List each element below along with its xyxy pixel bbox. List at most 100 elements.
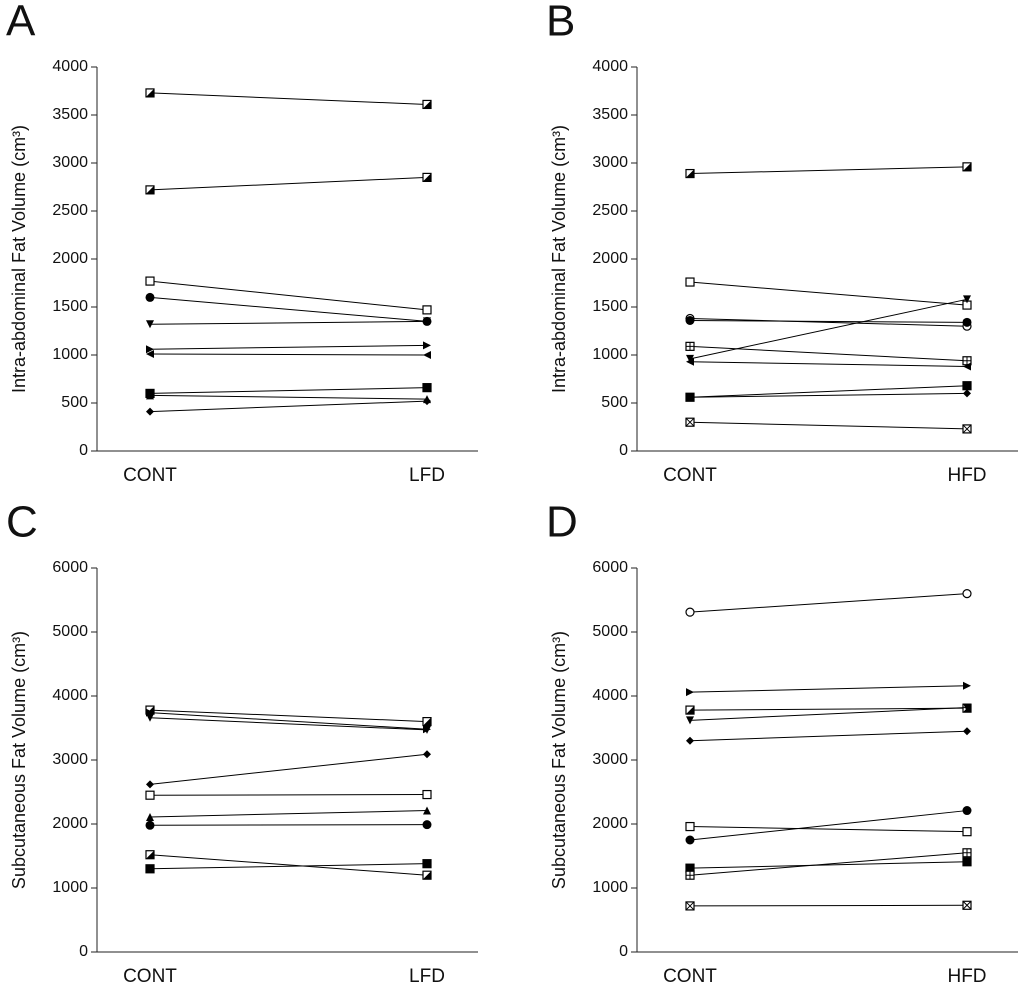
- data-marker: [962, 806, 972, 816]
- marker-shape: [685, 277, 695, 287]
- data-marker: [962, 381, 972, 391]
- data-marker: [423, 397, 431, 406]
- data-marker: [685, 870, 695, 880]
- marker-shape: [963, 356, 971, 365]
- data-marker: [685, 341, 695, 351]
- series-line: [149, 753, 428, 785]
- series-line: [689, 730, 968, 742]
- marker-shape: [685, 315, 695, 325]
- y-tick-label: 4000: [592, 687, 628, 704]
- marker-shape: [145, 864, 155, 874]
- marker-shape: [423, 317, 431, 326]
- marker-shape: [422, 383, 432, 393]
- data-marker: [962, 588, 972, 599]
- panel-chart: D Subcutaneous Fat Volume (cm³) 0 1000 2000 3…: [546, 501, 1018, 987]
- series-line: [689, 861, 968, 869]
- panel-chart: C Subcutaneous Fat Volume (cm³) 0 1000 2000 3…: [6, 501, 478, 987]
- marker-shape: [423, 871, 431, 880]
- marker-shape: [963, 727, 971, 736]
- y-tick-label: 5000: [52, 623, 88, 640]
- marker-shape: [422, 305, 432, 315]
- series-line: [689, 392, 968, 398]
- data-marker: [685, 315, 695, 325]
- y-tick-label: 2000: [592, 250, 628, 267]
- series-line: [689, 319, 968, 323]
- x-tick-label: HFD: [947, 465, 986, 486]
- data-marker: [146, 407, 154, 416]
- marker-shape: [962, 827, 972, 837]
- y-tick-label: 1000: [52, 346, 88, 363]
- data-marker: [145, 185, 155, 195]
- marker-shape: [146, 780, 154, 789]
- series-line: [149, 353, 428, 356]
- data-marker: [685, 821, 695, 832]
- y-tick-label: 4000: [592, 58, 628, 75]
- data-marker: [685, 168, 695, 179]
- series-line: [689, 904, 968, 907]
- x-tick-label: CONT: [663, 465, 717, 486]
- data-marker: [423, 806, 431, 815]
- data-marker: [146, 713, 154, 722]
- series-line: [149, 824, 428, 826]
- y-axis-label: Intra-abdominal Fat Volume (cm³): [549, 125, 569, 393]
- marker-shape: [686, 169, 694, 178]
- data-marker: [423, 341, 431, 350]
- series-line: [149, 176, 428, 191]
- y-axis-label: Intra-abdominal Fat Volume (cm³): [9, 125, 29, 393]
- marker-shape: [963, 295, 971, 304]
- series-line: [689, 707, 968, 711]
- y-tick-label: 2500: [52, 202, 88, 219]
- data-marker: [422, 870, 432, 880]
- series-line: [689, 685, 968, 693]
- x-tick-label: CONT: [123, 465, 177, 486]
- series-line: [149, 709, 428, 723]
- series-line: [149, 400, 428, 413]
- panel-label: A: [6, 0, 36, 46]
- y-tick-label: 1500: [592, 298, 628, 315]
- marker-shape: [146, 350, 154, 359]
- y-tick-label: 2500: [592, 202, 628, 219]
- y-tick-label: 1000: [592, 346, 628, 363]
- marker-shape: [962, 857, 972, 867]
- marker-shape: [423, 717, 431, 726]
- series-line: [689, 281, 968, 306]
- data-marker: [422, 383, 432, 393]
- marker-shape: [686, 354, 694, 363]
- series-line: [689, 318, 968, 327]
- x-tick-label: CONT: [663, 966, 717, 987]
- y-tick-label: 0: [619, 943, 628, 960]
- y-tick-label: 500: [61, 394, 88, 411]
- marker-shape: [686, 393, 694, 402]
- data-marker: [423, 351, 431, 359]
- series-line: [689, 345, 968, 362]
- series-line: [149, 280, 428, 311]
- y-tick-label: 0: [619, 442, 628, 459]
- y-tick-label: 2000: [52, 815, 88, 832]
- data-marker: [963, 295, 971, 304]
- data-marker: [686, 688, 694, 697]
- data-marker: [963, 703, 971, 712]
- marker-shape: [146, 407, 154, 416]
- marker-shape: [146, 345, 154, 354]
- data-marker: [685, 417, 695, 427]
- data-marker: [146, 345, 154, 354]
- marker-shape: [686, 357, 694, 366]
- y-tick-label: 2000: [592, 815, 628, 832]
- marker-shape: [146, 713, 154, 722]
- marker-shape: [963, 703, 971, 712]
- data-marker: [962, 827, 972, 837]
- y-tick-label: 5000: [592, 623, 628, 640]
- panel-label: D: [546, 501, 578, 547]
- series-line: [689, 166, 968, 175]
- marker-shape: [145, 790, 155, 800]
- marker-shape: [146, 185, 154, 194]
- data-marker: [963, 362, 971, 371]
- marker-shape: [146, 320, 154, 329]
- marker-shape: [146, 850, 154, 859]
- data-marker: [146, 780, 154, 789]
- x-tick-label: HFD: [947, 966, 986, 987]
- marker-shape: [423, 750, 431, 759]
- data-marker: [422, 305, 432, 315]
- data-marker: [146, 350, 154, 359]
- y-tick-label: 500: [601, 394, 628, 411]
